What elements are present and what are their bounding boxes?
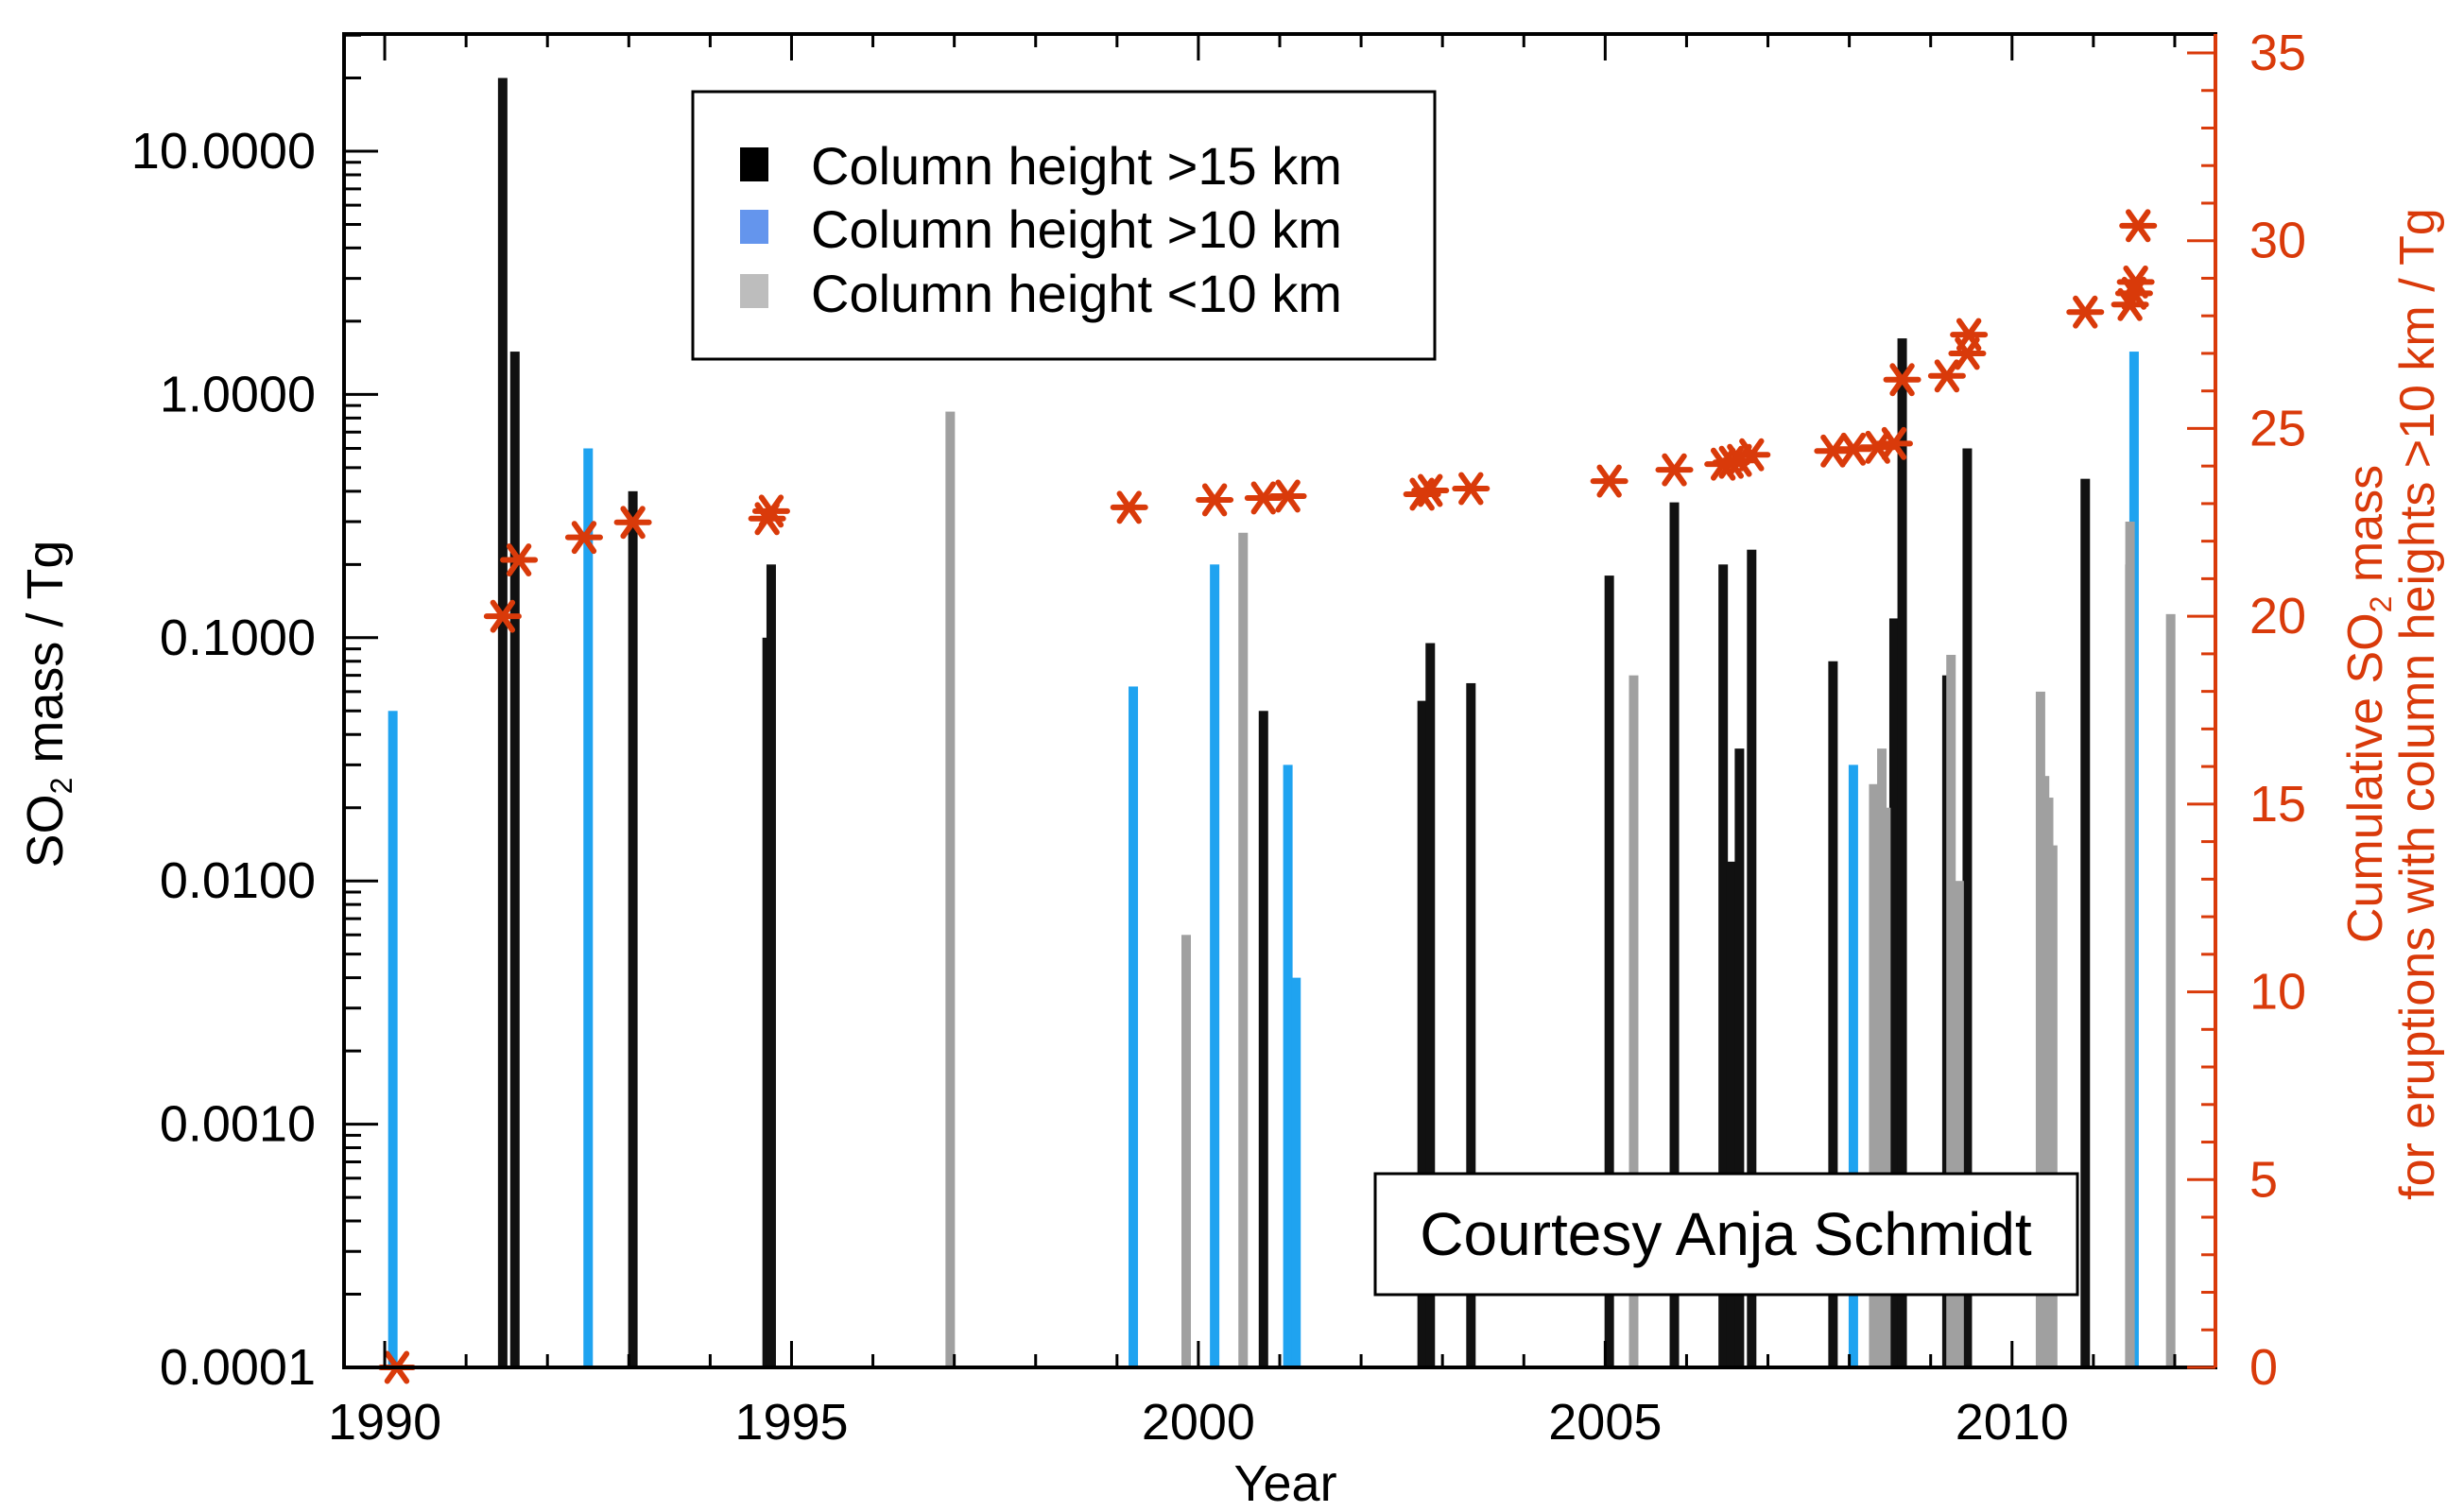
bar-mid (1129, 686, 1139, 1367)
annotation-box: Courtesy Anja Schmidt (1373, 1172, 2079, 1297)
y-tick-label: 0.0100 (160, 852, 316, 909)
cumulative-marker (2066, 295, 2105, 329)
cumulative-marker (1874, 426, 1913, 460)
legend-label-mid: Column height >10 km (811, 199, 1342, 259)
bar-high (1604, 576, 1614, 1367)
cumulative-marker (1732, 438, 1771, 472)
cumulative-marker (1411, 473, 1450, 507)
bar-high (766, 564, 776, 1367)
y2-axis-title-line1: Cumulative SO2 mass (2338, 465, 2398, 943)
bar-mid (1848, 765, 1858, 1367)
bar-mid (1210, 564, 1220, 1367)
cumulative-marker (1452, 472, 1491, 506)
bar-high (1726, 861, 1736, 1367)
bar-high (1718, 564, 1729, 1367)
bar-high (1962, 448, 1973, 1367)
cumulative-marker (1268, 479, 1307, 513)
x-tick-label: 2010 (1956, 1394, 2069, 1451)
cumulative-markers-layer (377, 209, 2158, 1384)
x-tick-label: 1995 (734, 1394, 848, 1451)
cumulative-marker (483, 599, 522, 633)
cumulative-marker (1110, 490, 1148, 524)
cumulative-marker (564, 521, 603, 555)
cumulative-marker (1196, 483, 1234, 517)
x-tick-label: 1990 (328, 1394, 441, 1451)
cumulative-marker (751, 494, 790, 528)
bar-low (2047, 845, 2058, 1367)
annotation-frame (1373, 1172, 2079, 1297)
bar-high (628, 490, 638, 1367)
bar-low (1181, 935, 1191, 1367)
ticks-layer: 1990 1995 2000 2005 201010.00001.00000.10000… (131, 25, 2306, 1451)
bar-low (1946, 654, 1956, 1367)
bar-high (1425, 643, 1436, 1367)
y2-tick-label: 0 (2249, 1339, 2278, 1396)
y2-tick-label: 20 (2249, 588, 2306, 644)
bar-high (1828, 661, 1838, 1367)
legend-label-low: Column height <10 km (811, 264, 1342, 323)
cumulative-marker (1950, 318, 1989, 352)
x-tick-label: 2005 (1548, 1394, 1662, 1451)
legend-swatch-mid (740, 210, 768, 244)
cumulative-marker (1883, 363, 1921, 397)
bar-high (509, 352, 520, 1367)
y2-tick-label: 25 (2249, 400, 2306, 456)
bars-layer (388, 77, 2176, 1367)
bar-high (1466, 682, 1476, 1367)
y2-tick-label: 5 (2249, 1151, 2278, 1208)
y2-tick-label: 10 (2249, 964, 2306, 1021)
bar-low (2165, 613, 2176, 1367)
bar-low (2125, 521, 2135, 1367)
y2-tick-label: 15 (2249, 776, 2306, 833)
y-tick-label: 0.0001 (160, 1339, 316, 1396)
bar-low (1238, 532, 1249, 1367)
cumulative-marker (1655, 453, 1694, 487)
bar-low (1954, 881, 1964, 1367)
bar-high (1897, 338, 1907, 1367)
bar-low (1628, 675, 1639, 1367)
legend-swatch-low (740, 274, 768, 308)
y-tick-label: 1.0000 (160, 366, 316, 422)
bar-mid (388, 711, 398, 1367)
y-axis-title: SO2 mass / Tg (17, 541, 78, 868)
y-tick-label: 0.0010 (160, 1096, 316, 1153)
bar-mid (1291, 977, 1301, 1367)
bar-high (1258, 711, 1268, 1367)
cumulative-marker (613, 506, 652, 540)
cumulative-marker (1590, 464, 1628, 498)
x-axis-title: Year (1233, 1455, 1336, 1512)
legend-box (691, 90, 1437, 361)
bar-high (1747, 549, 1757, 1367)
bar-high (1669, 502, 1680, 1367)
legend-label-high: Column height >15 km (811, 136, 1342, 196)
bar-low (945, 411, 956, 1367)
y-tick-label: 0.1000 (160, 610, 316, 666)
bar-mid (583, 448, 594, 1367)
y2-tick-label: 35 (2249, 25, 2306, 81)
annotation-text: Courtesy Anja Schmidt (1420, 1200, 2032, 1268)
bar-high (1417, 700, 1427, 1367)
bar-low (1881, 807, 1891, 1367)
y2-axis-title-line2: for eruptions with column heights >10 km… (2390, 208, 2445, 1200)
cumulative-marker (2116, 265, 2155, 299)
legend: Column height >15 km Column height >10 k… (691, 90, 1437, 361)
bar-high (1888, 618, 1899, 1367)
cumulative-marker (500, 543, 539, 576)
bar-high (1734, 748, 1745, 1367)
bar-high (497, 77, 508, 1367)
legend-swatch-high (740, 147, 768, 181)
cumulative-marker (2119, 209, 2158, 243)
y-tick-label: 10.0000 (131, 123, 316, 180)
bar-high (2080, 478, 2091, 1367)
bar-low (1869, 783, 1879, 1367)
x-tick-label: 2000 (1142, 1394, 1255, 1451)
cumulative-marker (1927, 359, 1966, 393)
bar-mid (1283, 765, 1293, 1367)
y2-tick-label: 30 (2249, 213, 2306, 269)
